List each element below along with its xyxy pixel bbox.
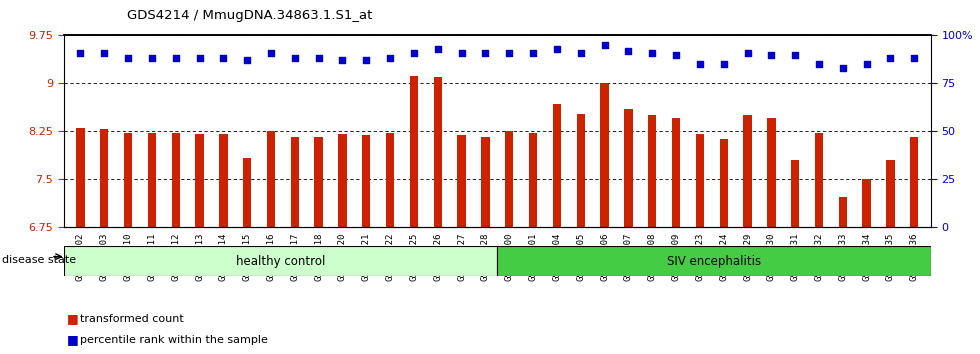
Point [811, 61, 827, 67]
Point [359, 57, 374, 63]
Text: ■: ■ [67, 312, 78, 325]
Point [740, 50, 756, 56]
Point [311, 56, 326, 61]
Point [264, 50, 279, 56]
Bar [123, 133, 132, 227]
Point [96, 50, 112, 56]
Bar [601, 83, 609, 227]
Text: healthy control: healthy control [236, 255, 325, 268]
Point [858, 61, 874, 67]
Bar [458, 136, 466, 227]
Point [645, 50, 661, 56]
Bar [433, 77, 442, 227]
Bar [291, 137, 299, 227]
Bar [315, 137, 322, 227]
Bar [172, 133, 180, 227]
Point [430, 46, 446, 52]
Bar [363, 136, 370, 227]
Bar [719, 139, 728, 227]
Bar [767, 118, 775, 227]
Bar [243, 158, 251, 227]
Bar [100, 129, 109, 227]
Bar [744, 115, 752, 227]
Point [239, 57, 255, 63]
Point [121, 56, 136, 61]
Bar [220, 134, 227, 227]
Bar [148, 133, 156, 227]
Point [906, 56, 922, 61]
Bar [672, 118, 680, 227]
Bar [910, 137, 918, 227]
Point [216, 56, 231, 61]
Point [620, 48, 636, 53]
Point [382, 56, 398, 61]
Point [477, 50, 493, 56]
Point [192, 56, 208, 61]
Bar [553, 104, 562, 227]
Point [144, 56, 160, 61]
Point [73, 50, 88, 56]
Point [525, 50, 541, 56]
Bar [481, 137, 490, 227]
Text: disease state: disease state [2, 255, 76, 265]
Point [549, 46, 564, 52]
Bar [195, 134, 204, 227]
Text: ■: ■ [67, 333, 78, 346]
Point [334, 57, 350, 63]
Point [454, 50, 469, 56]
Point [287, 56, 303, 61]
Point [668, 52, 684, 57]
Bar [386, 133, 394, 227]
Point [406, 50, 421, 56]
Point [835, 65, 851, 71]
Bar [576, 114, 585, 227]
Point [597, 42, 612, 48]
Bar [529, 133, 537, 227]
Bar [505, 131, 514, 227]
Bar [410, 75, 418, 227]
Bar [886, 160, 895, 227]
Bar [839, 196, 847, 227]
Bar [338, 134, 347, 227]
Bar [64, 246, 497, 276]
Text: percentile rank within the sample: percentile rank within the sample [80, 335, 269, 345]
Bar [814, 133, 823, 227]
Point [168, 56, 183, 61]
Point [692, 61, 708, 67]
Point [787, 52, 803, 57]
Point [883, 56, 899, 61]
Text: SIV encephalitis: SIV encephalitis [667, 255, 761, 268]
Bar [497, 246, 931, 276]
Text: transformed count: transformed count [80, 314, 184, 324]
Bar [862, 179, 871, 227]
Point [502, 50, 517, 56]
Point [573, 50, 589, 56]
Bar [696, 134, 704, 227]
Bar [791, 160, 800, 227]
Bar [267, 131, 275, 227]
Bar [648, 115, 657, 227]
Bar [76, 128, 84, 227]
Bar [624, 109, 632, 227]
Text: GDS4214 / MmugDNA.34863.1.S1_at: GDS4214 / MmugDNA.34863.1.S1_at [127, 9, 372, 22]
Point [715, 61, 731, 67]
Point [763, 52, 779, 57]
